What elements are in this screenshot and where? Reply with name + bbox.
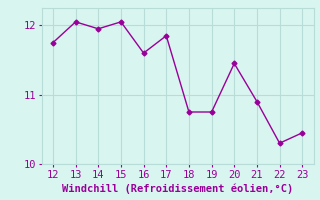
X-axis label: Windchill (Refroidissement éolien,°C): Windchill (Refroidissement éolien,°C)	[62, 184, 293, 194]
